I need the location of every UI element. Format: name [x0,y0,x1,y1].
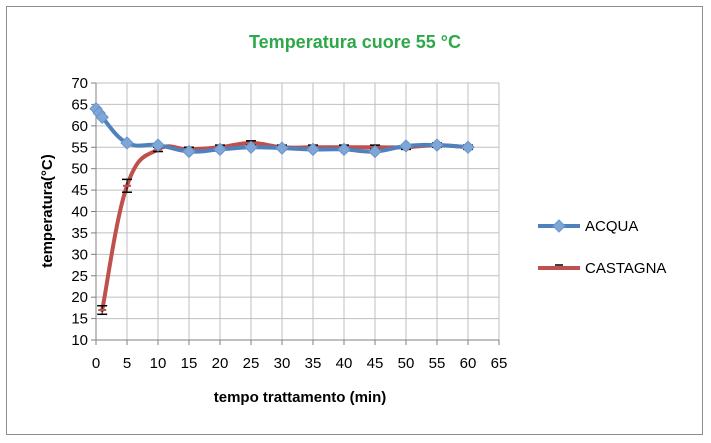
y-tick-label: 35 [71,225,88,242]
data-point [95,110,109,124]
x-tick-label: 40 [336,355,353,372]
x-tick-label: 0 [92,355,100,372]
y-tick-label: 40 [71,204,88,221]
chart-frame [6,6,703,435]
data-point [306,142,320,157]
x-tick-label: 65 [491,355,508,372]
y-tick-label: 60 [71,118,88,135]
data-point [430,138,444,152]
legend: ACQUA CASTAGNA [538,218,666,277]
y-tick-label: 65 [71,96,88,113]
y-tick-label: 10 [71,332,88,349]
x-tick-label: 25 [243,355,260,372]
y-tick-label: 30 [71,246,88,263]
data-point [213,142,227,157]
x-tick-label: 35 [305,355,322,372]
series-layer [89,101,475,316]
x-tick-label: 60 [460,355,477,372]
x-tick-label: 15 [181,355,198,372]
x-tick-label: 20 [212,355,229,372]
data-point [275,141,289,155]
x-axis-label: tempo trattamento (min) [214,389,387,406]
y-tick-label: 55 [71,139,88,156]
legend-item-acqua: ACQUA [538,218,638,235]
legend-item-castagna: CASTAGNA [538,260,666,277]
legend-marker [552,219,566,233]
grid [95,82,500,341]
data-point [337,142,351,157]
series-line-castagna [100,140,470,313]
y-tick-label: 70 [71,75,88,92]
axes [91,82,500,345]
x-tick-label: 55 [429,355,446,372]
data-point [151,138,165,152]
x-tick-label: 10 [150,355,167,372]
legend-label: ACQUA [585,218,638,235]
data-point [368,144,382,159]
series-acqua [89,101,475,159]
y-axis-label: temperatura(°C) [39,154,56,268]
data-point [244,140,258,154]
y-tick-label: 25 [71,268,88,285]
tick-labels: 10 15 20 25 30 35 40 45 50 55 60 65 70 0 5 10 15 20 25 30 35… [71,75,507,372]
x-tick-label: 50 [398,355,415,372]
y-tick-label: 20 [71,289,88,306]
y-tick-label: 15 [71,311,88,328]
data-point [182,144,196,159]
legend-label: CASTAGNA [585,260,666,277]
y-tick-label: 45 [71,182,88,199]
y-tick-label: 50 [71,161,88,178]
x-tick-label: 30 [274,355,291,372]
chart-title: Temperatura cuore 55 °C [249,32,461,52]
data-point [399,139,413,153]
data-point [461,140,475,154]
x-tick-label: 5 [123,355,131,372]
data-point [120,136,134,150]
x-tick-label: 45 [367,355,384,372]
series-castagna [97,140,473,316]
